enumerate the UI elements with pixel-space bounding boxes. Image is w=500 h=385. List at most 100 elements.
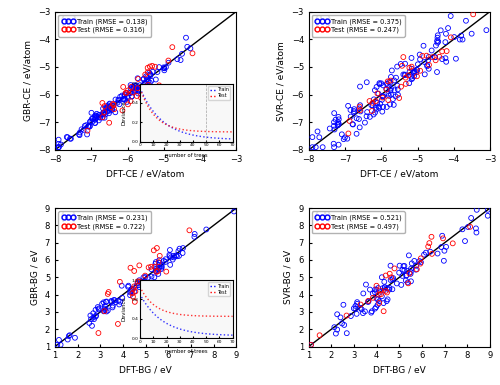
Point (432, 57, 440, 64)
Point (378, 80, 386, 86)
Point (176, 57, 184, 63)
Point (352, 303, 360, 309)
Point (374, 285, 382, 291)
Point (404, 268, 411, 274)
Point (98, 114, 106, 121)
Point (148, 63, 156, 69)
Point (381, 284, 389, 290)
Point (356, 104, 364, 110)
Point (114, 298, 122, 304)
Point (340, 136, 347, 142)
Point (141, 80, 149, 86)
Point (108, 299, 116, 305)
Point (442, 39, 450, 45)
Point (94, 304, 102, 310)
Point (386, 286, 394, 293)
Point (376, 287, 384, 293)
Point (155, 64, 163, 70)
Point (114, 100, 122, 106)
Point (130, 268, 138, 274)
Point (438, 244, 446, 250)
Point (387, 85, 395, 92)
Point (140, 76, 147, 82)
Point (408, 55, 416, 61)
Point (66, 136, 74, 142)
Text: (d): (d) (314, 212, 332, 222)
Point (412, 266, 420, 273)
Point (57, 141, 65, 147)
Point (101, 306, 109, 312)
Point (396, 263, 404, 269)
Point (379, 104, 387, 110)
Point (146, 80, 154, 86)
Point (438, 56, 446, 62)
Point (175, 253, 183, 259)
Point (334, 119, 342, 126)
Point (375, 300, 383, 306)
Point (94, 330, 102, 336)
Point (114, 321, 122, 327)
Point (102, 298, 110, 305)
Point (109, 101, 117, 107)
Point (55, 337, 63, 343)
Point (402, 272, 410, 278)
Point (152, 268, 160, 274)
Point (54, 137, 62, 143)
Point (162, 259, 170, 265)
Point (348, 121, 356, 127)
Point (170, 254, 178, 261)
Point (120, 97, 128, 103)
Y-axis label: GBR-CE / eV/atom: GBR-CE / eV/atom (23, 40, 32, 121)
Point (417, 259, 425, 265)
Point (425, 62, 433, 68)
Point (106, 100, 114, 107)
Point (178, 51, 186, 57)
Point (83, 131, 91, 137)
Point (387, 274, 395, 280)
Point (383, 81, 391, 87)
Point (124, 95, 132, 101)
Text: (b): (b) (314, 16, 332, 26)
Point (333, 326, 341, 333)
Point (436, 54, 444, 60)
Point (104, 307, 112, 313)
Point (152, 266, 160, 272)
Point (146, 72, 154, 78)
Point (54, 141, 62, 147)
Point (330, 126, 338, 132)
Point (108, 103, 116, 109)
Point (384, 97, 392, 103)
Point (128, 286, 136, 292)
Point (92, 313, 100, 319)
Point (134, 85, 141, 91)
Point (126, 90, 134, 96)
Point (93, 114, 101, 120)
Point (94, 112, 102, 118)
Point (467, 215, 475, 221)
Point (439, 235, 447, 241)
Point (54, 342, 62, 348)
Point (374, 104, 382, 110)
Point (366, 114, 374, 120)
Point (134, 282, 142, 288)
Point (347, 313, 355, 319)
Point (374, 302, 382, 308)
Point (110, 102, 118, 108)
Point (416, 68, 424, 74)
Point (124, 283, 132, 289)
Point (102, 109, 110, 115)
Point (134, 75, 141, 81)
Point (406, 270, 413, 276)
Point (133, 85, 141, 91)
Point (128, 84, 136, 90)
Point (112, 96, 120, 102)
Point (108, 298, 116, 304)
Point (118, 107, 126, 114)
Point (115, 301, 123, 308)
Point (168, 256, 176, 263)
Point (381, 285, 389, 291)
Point (116, 299, 124, 305)
Point (377, 291, 385, 297)
Point (372, 84, 380, 90)
Point (71, 335, 79, 341)
